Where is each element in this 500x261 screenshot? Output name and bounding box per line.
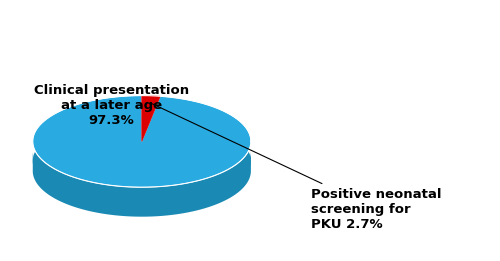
- Text: Positive neonatal
screening for
PKU 2.7%: Positive neonatal screening for PKU 2.7%: [152, 104, 442, 230]
- Ellipse shape: [32, 115, 251, 207]
- Polygon shape: [142, 96, 160, 141]
- Polygon shape: [33, 152, 251, 217]
- Polygon shape: [32, 96, 251, 187]
- Text: Clinical presentation
at a later age
97.3%: Clinical presentation at a later age 97.…: [34, 84, 189, 127]
